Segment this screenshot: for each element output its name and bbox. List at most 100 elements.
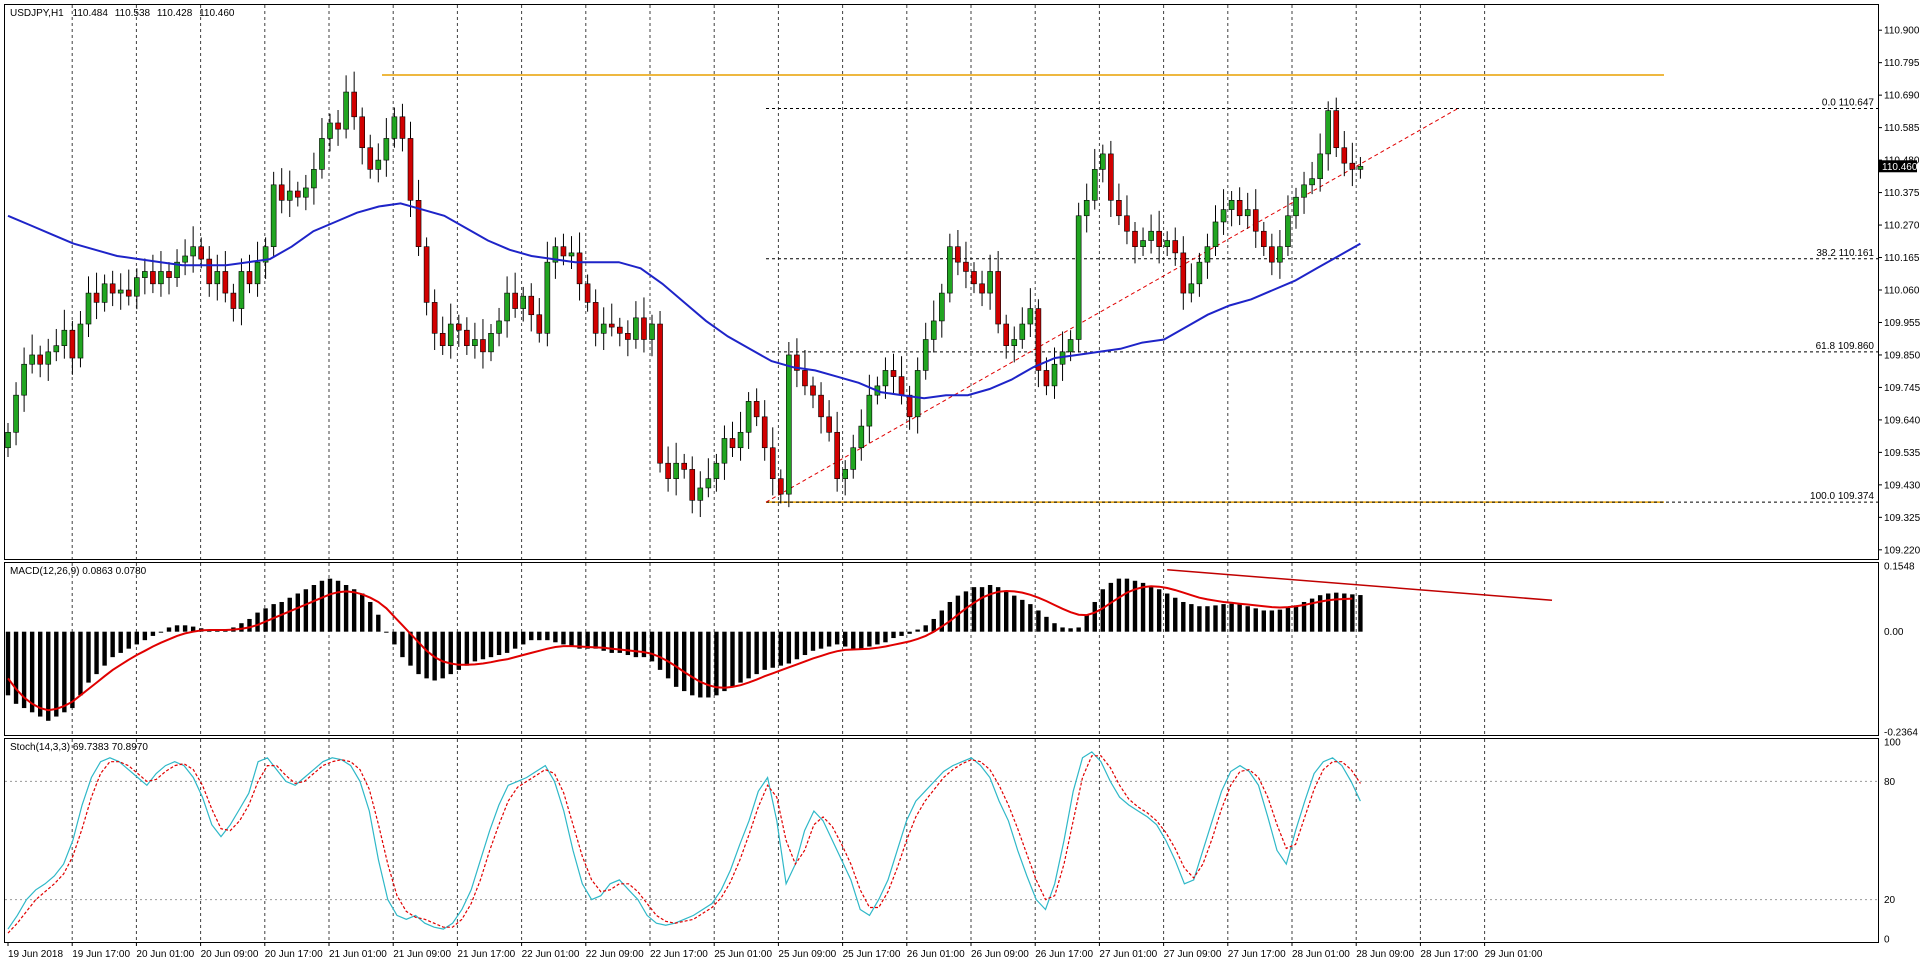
macd-histogram-bar bbox=[979, 587, 985, 632]
macd-histogram-bar bbox=[995, 587, 1001, 632]
macd-histogram-bar bbox=[891, 631, 896, 639]
candle-body bbox=[150, 271, 156, 285]
candle-body bbox=[182, 255, 188, 263]
macd-histogram-bar bbox=[1076, 627, 1081, 632]
candle-body bbox=[327, 122, 333, 139]
price-tick-label: 109.325 bbox=[1884, 513, 1920, 524]
macd-histogram-bar bbox=[1245, 606, 1250, 632]
time-tick-label: 27 Jun 01:00 bbox=[1099, 949, 1157, 960]
candle-body bbox=[359, 116, 366, 149]
time-tick-label: 28 Jun 17:00 bbox=[1420, 949, 1478, 960]
candle-body bbox=[383, 138, 390, 161]
macd-histogram-bar bbox=[915, 629, 920, 632]
macd-histogram-bar bbox=[875, 631, 880, 645]
candle-body bbox=[512, 292, 518, 309]
candle-body bbox=[1003, 323, 1010, 346]
macd-histogram-bar bbox=[810, 631, 816, 651]
candle-body bbox=[528, 295, 535, 316]
macd-histogram-bar bbox=[1342, 593, 1347, 632]
macd-histogram-bar bbox=[1326, 593, 1331, 632]
candle-body bbox=[238, 271, 245, 309]
candle-body bbox=[455, 323, 462, 331]
candle-body bbox=[753, 401, 760, 418]
candle-body bbox=[955, 246, 961, 263]
macd-histogram-bar bbox=[786, 631, 792, 664]
macd-divergence-trendline bbox=[1167, 568, 1553, 602]
candle-body bbox=[431, 302, 438, 334]
candle-body bbox=[995, 271, 1001, 325]
macd-histogram-bar bbox=[1277, 609, 1283, 632]
macd-histogram-bar bbox=[1189, 604, 1194, 632]
macd-histogram-bar bbox=[859, 631, 864, 649]
current-price-tag bbox=[1879, 160, 1917, 173]
candle-body bbox=[1116, 200, 1122, 217]
candle-body bbox=[697, 487, 704, 501]
macd-histogram-bar bbox=[376, 614, 381, 632]
macd-histogram-bar bbox=[657, 631, 663, 670]
candle-body bbox=[1124, 215, 1130, 232]
candle-body bbox=[826, 416, 832, 433]
fib-level-label: 38.2 110.161 bbox=[1816, 248, 1874, 259]
time-tick-label: 21 Jun 01:00 bbox=[329, 949, 387, 960]
macd-histogram-bar bbox=[698, 631, 703, 698]
candle-body bbox=[616, 326, 623, 334]
macd-histogram-bar bbox=[778, 631, 783, 666]
candle-body bbox=[117, 289, 124, 294]
candle-body bbox=[37, 354, 44, 365]
price-tick-label: 109.955 bbox=[1884, 318, 1920, 329]
candle-body bbox=[1228, 200, 1235, 210]
candle-body bbox=[488, 333, 494, 353]
macd-histogram-bar bbox=[319, 580, 325, 632]
candle-body bbox=[1035, 308, 1042, 371]
macd-histogram-bar bbox=[1358, 595, 1363, 632]
macd-histogram-bar bbox=[86, 631, 91, 683]
candle-body bbox=[278, 184, 285, 201]
macd-label: MACD(12,26,9) 0.0863 0.0780 bbox=[10, 566, 147, 577]
macd-histogram-bar bbox=[1028, 604, 1033, 632]
macd-histogram-bar bbox=[649, 631, 655, 662]
candle-body bbox=[713, 462, 720, 479]
macd-histogram-bar bbox=[585, 631, 590, 649]
candle-body bbox=[45, 351, 52, 365]
candle-body bbox=[665, 462, 671, 479]
price-pane[interactable] bbox=[4, 4, 1879, 560]
time-tick-label: 22 Jun 01:00 bbox=[522, 949, 580, 960]
time-tick-label: 28 Jun 01:00 bbox=[1292, 949, 1350, 960]
candle-body bbox=[1341, 147, 1348, 164]
macd-histogram-bar bbox=[5, 631, 11, 696]
macd-scale-label: 0.00 bbox=[1884, 627, 1904, 638]
time-tick-label: 20 Jun 01:00 bbox=[136, 949, 194, 960]
candle-body bbox=[657, 323, 663, 464]
time-tick-label: 19 Jun 17:00 bbox=[72, 949, 130, 960]
macd-histogram-bar bbox=[21, 631, 27, 709]
macd-histogram-bar bbox=[770, 631, 775, 668]
macd-histogram-bar bbox=[504, 631, 510, 653]
macd-pane[interactable] bbox=[4, 562, 1879, 736]
candle-body bbox=[721, 438, 728, 464]
candle-body bbox=[971, 271, 977, 285]
candle-body bbox=[1212, 221, 1219, 247]
candle-body bbox=[399, 116, 406, 139]
candle-body bbox=[1204, 246, 1211, 263]
stochastic-pane[interactable] bbox=[4, 738, 1879, 943]
candle-body bbox=[689, 469, 696, 501]
candle-body bbox=[858, 425, 865, 449]
macd-histogram-bar bbox=[343, 585, 349, 632]
macd-histogram-bar bbox=[360, 593, 365, 632]
macd-histogram-bar bbox=[488, 631, 494, 658]
macd-histogram-bar bbox=[577, 631, 582, 649]
candle-body bbox=[1108, 153, 1114, 201]
candle-body bbox=[898, 376, 905, 396]
time-tick-label: 19 Jun 2018 bbox=[8, 949, 63, 960]
macd-histogram-bar bbox=[1044, 616, 1049, 632]
macd-histogram-bar bbox=[400, 631, 405, 658]
candle-body bbox=[464, 329, 470, 346]
macd-histogram-bar bbox=[327, 578, 333, 632]
time-tick-label: 20 Jun 17:00 bbox=[265, 949, 323, 960]
macd-histogram-bar bbox=[392, 631, 397, 645]
macd-histogram-bar bbox=[1132, 580, 1138, 632]
candle-body bbox=[1156, 230, 1162, 247]
macd-histogram-bar bbox=[617, 631, 622, 653]
macd-histogram-bar bbox=[480, 631, 486, 660]
